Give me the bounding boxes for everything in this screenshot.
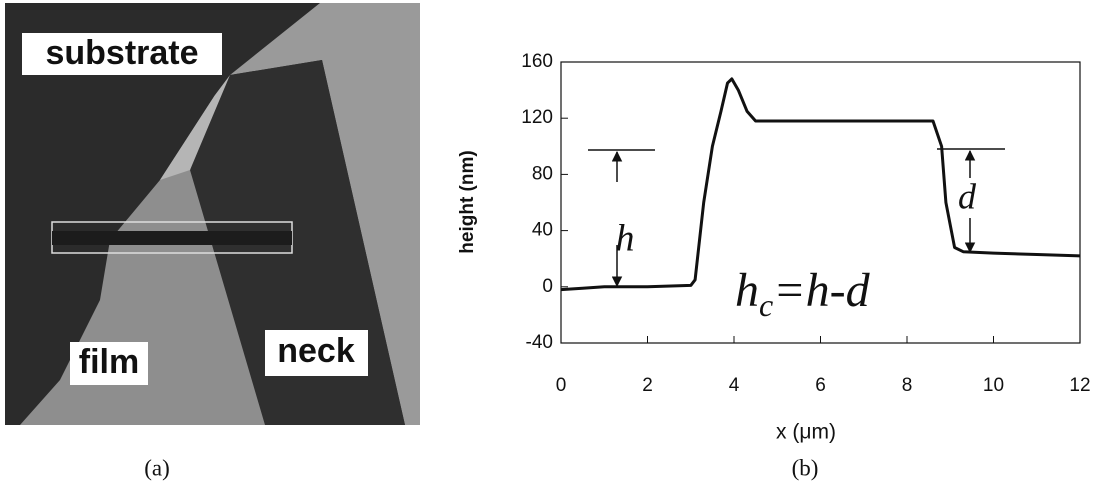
y-tick-label: -40 (526, 332, 553, 353)
x-tick-label: 4 (729, 375, 740, 396)
x-tick-label: 10 (983, 375, 1004, 396)
y-tick-label: 0 (542, 276, 553, 297)
y-axis-label: height (nm) (457, 150, 478, 253)
equation-part: =h-d (773, 264, 870, 317)
caption: (a) (144, 455, 170, 480)
x-tick-label: 6 (815, 375, 826, 396)
y-tick-label: 80 (532, 163, 553, 184)
data-line (560, 77, 1081, 292)
sem-image: substrate film neck (5, 3, 420, 425)
equation: hc=h-d (735, 264, 871, 323)
equation-part: c (759, 287, 773, 323)
annotation: d (958, 176, 977, 216)
caption: (b) (792, 455, 819, 480)
y-tick-label: 160 (521, 51, 553, 72)
x-tick-label: 12 (1069, 375, 1090, 396)
annotation: h (616, 218, 635, 260)
annotation-arrows (588, 148, 1005, 288)
y-tick-label: 120 (521, 107, 553, 128)
equation-part: h (735, 264, 759, 317)
image-label: substrate (45, 34, 198, 72)
image-label: film (79, 343, 139, 381)
y-tick-label: 40 (532, 220, 553, 241)
x-axis-label: x (μm) (776, 421, 836, 444)
x-tick-label: 8 (902, 375, 913, 396)
x-tick-label: 2 (642, 375, 653, 396)
image-label: neck (277, 332, 355, 370)
x-tick-label: 0 (556, 375, 567, 396)
